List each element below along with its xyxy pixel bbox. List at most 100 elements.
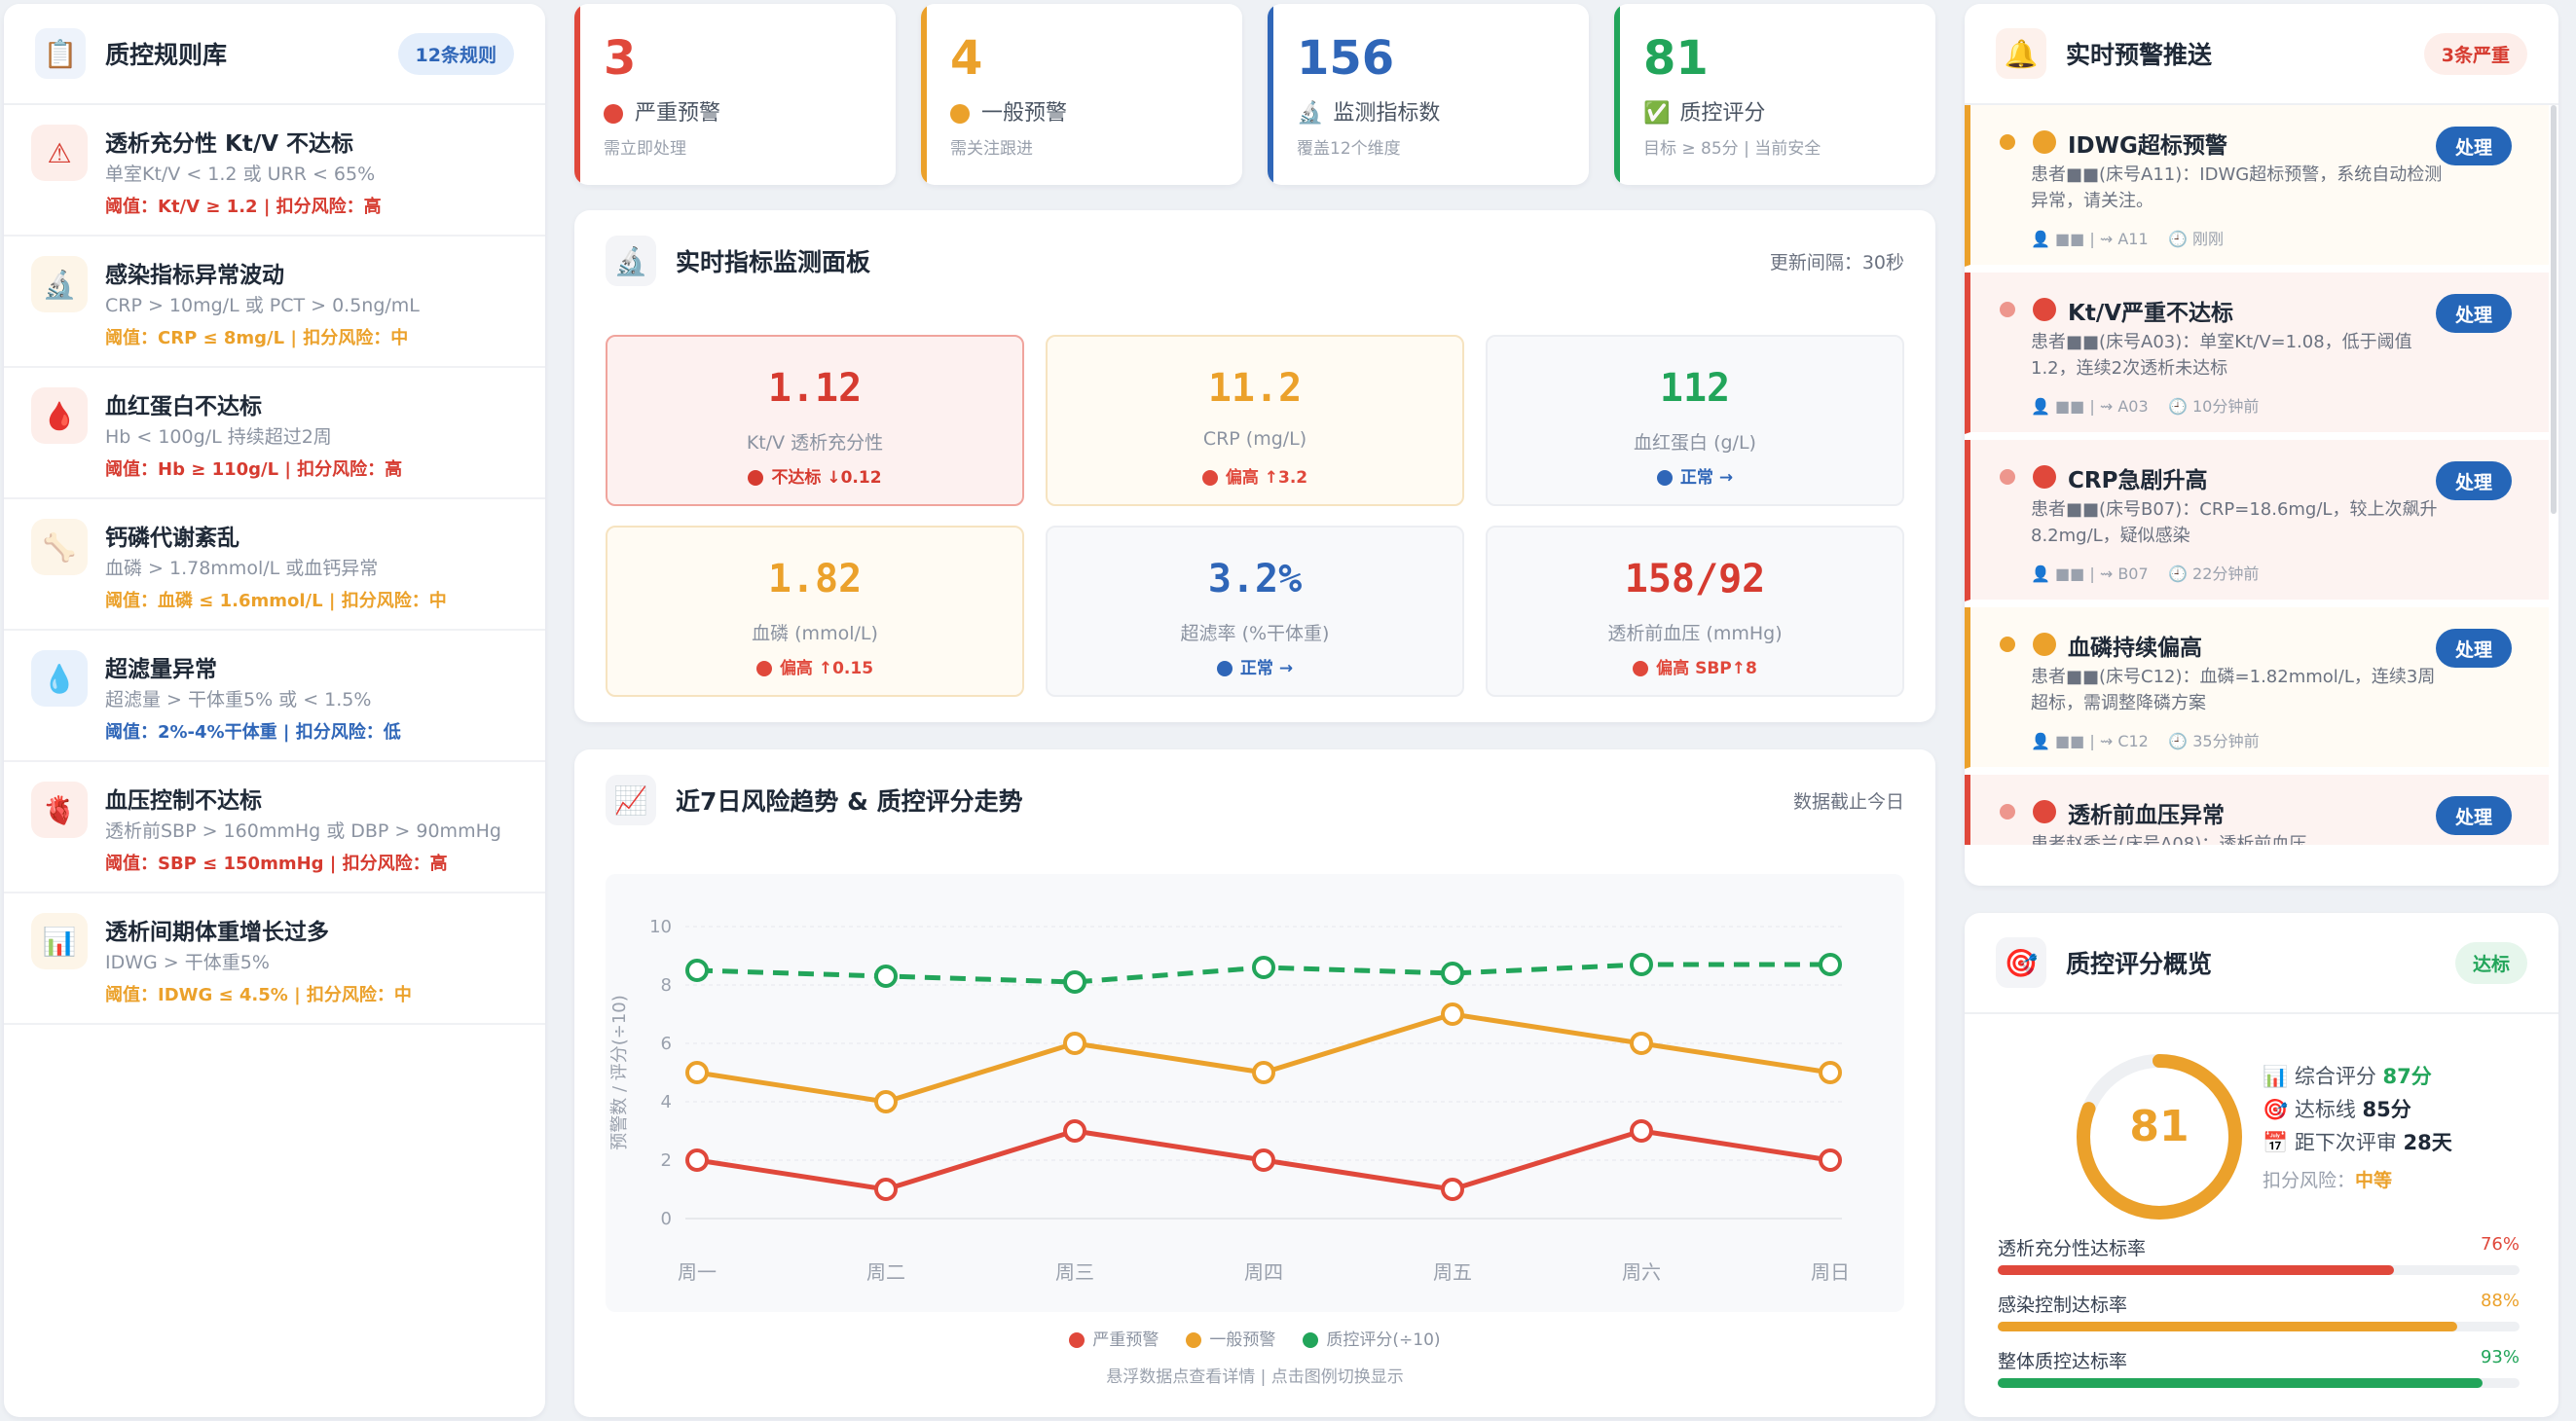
legend-label: 严重预警 [1092, 1330, 1159, 1350]
trend-title: 近7日风险趋势 & 质控评分走势 [676, 787, 1023, 816]
alert-item[interactable]: IDWG超标预警 患者■■(床号A11)：IDWG超标预警，系统自动检测异常，请关… [1965, 105, 2549, 267]
rule-item[interactable]: 🫀 血压控制不达标 透析前SBP > 160mmHg 或 DBP > 90mmHg 阈… [4, 762, 545, 893]
data-point[interactable] [1063, 970, 1086, 994]
level-dot-icon [2000, 134, 2015, 150]
metric-card[interactable]: 1.12 Kt/V 透析充分性 不达标 ↓0.12 [606, 335, 1024, 506]
stat-label: 严重预警 [635, 101, 721, 126]
legend-item[interactable]: 一般预警 [1186, 1330, 1275, 1350]
x-tick-label: 周六 [1622, 1260, 1661, 1284]
metric-value: 1.12 [767, 366, 863, 411]
data-point[interactable] [1441, 1178, 1464, 1201]
rule-item[interactable]: 🦴 钙磷代谢紊乱 血磷 > 1.78mmol/L 或血钙异常 阈值：血磷 ≤ 1.6m… [4, 499, 545, 631]
composite-label: 综合评分 [2294, 1065, 2376, 1088]
alert-item[interactable]: Kt/V严重不达标 患者■■(床号A03)：单室Kt/V=1.08，低于阈值1.2… [1965, 273, 2549, 434]
metric-status-text: 偏高 ↑3.2 [1225, 468, 1308, 488]
metric-card[interactable]: 158/92 透析前血压 (mmHg) 偏高 SBP↑8 [1486, 526, 1904, 697]
rule-threshold: 阈值：2%-4%干体重 | 扣分风险：低 [105, 722, 401, 743]
stat-label-row: 严重预警 [604, 95, 720, 127]
status-dot-icon [1633, 661, 1649, 676]
bar-chart-icon: 📊 [2263, 1065, 2289, 1088]
rule-item[interactable]: 🩸 血红蛋白不达标 Hb < 100g/L 持续超过2周 阈值：Hb ≥ 110g/L… [4, 368, 545, 499]
legend-item[interactable]: 严重预警 [1069, 1330, 1159, 1350]
alert-patient: ■■ [2055, 230, 2085, 248]
metric-status: 偏高 ↑3.2 [1048, 463, 1462, 488]
rule-item[interactable]: ⚠ 透析充分性 Kt/V 不达标 单室Kt/V < 1.2 或 URR < 65% 阈… [4, 105, 545, 237]
data-point[interactable] [685, 959, 709, 982]
alert-meta: 👤 ■■ | ⇝ A11 🕘 刚刚 [2031, 230, 2224, 248]
rule-item[interactable]: 📊 透析间期体重增长过多 IDWG > 干体重5% 阈值：IDWG ≤ 4.5% | … [4, 893, 545, 1025]
data-point[interactable] [874, 1090, 898, 1113]
handle-button[interactable]: 处理 [2436, 461, 2512, 500]
level-dot-icon [2000, 469, 2015, 485]
rules-count-badge: 12条规则 [397, 32, 514, 75]
alert-list[interactable]: IDWG超标预警 患者■■(床号A11)：IDWG超标预警，系统自动检测异常，请关… [1965, 105, 2549, 845]
y-tick-label: 4 [661, 1092, 672, 1112]
data-point[interactable] [685, 1061, 709, 1084]
rule-desc: Hb < 100g/L 持续超过2周 [105, 426, 332, 448]
alerts-panel: 🔔 实时预警推送 3条严重 IDWG超标预警 患者■■(床号A11)：IDWG超标… [1965, 4, 2558, 886]
stat-sub: 需关注跟进 [950, 139, 1033, 159]
rule-item[interactable]: 🔬 感染指标异常波动 CRP > 10mg/L 或 PCT > 0.5ng/mL 阈值… [4, 237, 545, 368]
progress-label: 感染控制达标率 [1998, 1294, 2128, 1316]
y-tick-label: 10 [649, 917, 672, 937]
data-point[interactable] [1819, 1061, 1842, 1084]
progress-label: 透析充分性达标率 [1998, 1238, 2147, 1259]
metric-card[interactable]: 3.2% 超滤率 (%干体重) 正常 → [1046, 526, 1464, 697]
data-point[interactable] [1441, 1002, 1464, 1026]
alert-bed: A03 [2117, 397, 2149, 416]
data-point[interactable] [874, 965, 898, 988]
clock-icon: 🕘 [2168, 565, 2188, 583]
progress-track [1998, 1265, 2520, 1275]
status-dot-icon [1201, 470, 1218, 486]
metric-status: 正常 → [1048, 654, 1462, 678]
alert-desc: 患者■■(床号A03)：单室Kt/V=1.08，低于阈值1.2，连续2次透析未达… [2031, 332, 2412, 379]
alert-item[interactable]: CRP急剧升高 患者■■(床号B07)：CRP=18.6mg/L，较上次飙升8.2… [1965, 440, 2549, 601]
metric-card[interactable]: 112 血红蛋白 (g/L) 正常 → [1486, 335, 1904, 506]
alert-item[interactable]: 透析前血压异常 患者赵秀兰(床号A08)：透析前血压 处理 [1965, 775, 2549, 845]
monitor-title: 实时指标监测面板 [676, 248, 871, 276]
metric-card[interactable]: 1.82 血磷 (mmol/L) 偏高 ↑0.15 [606, 526, 1024, 697]
data-point[interactable] [1063, 1119, 1086, 1143]
handle-button[interactable]: 处理 [2436, 127, 2512, 165]
alert-patient: ■■ [2055, 565, 2085, 583]
chart-legend[interactable]: 严重预警 一般预警 质控评分(÷10) [574, 1326, 1935, 1350]
metric-card[interactable]: 11.2 CRP (mg/L) 偏高 ↑3.2 [1046, 335, 1464, 506]
data-point[interactable] [1630, 953, 1653, 976]
rule-item[interactable]: 💧 超滤量异常 超滤量 > 干体重5% 或 < 1.5% 阈值：2%-4%干体重 | … [4, 631, 545, 762]
alert-scrollbar[interactable] [2551, 105, 2557, 514]
data-point[interactable] [1441, 962, 1464, 985]
data-point[interactable] [1252, 956, 1275, 979]
trend-chart[interactable]: 0 2 4 6 8 10 预警数 / 评分(÷10) 周一 周二 周三 周四 周五 周六 周日 [606, 874, 1904, 1312]
data-point[interactable] [685, 1148, 709, 1172]
stat-card: 3 严重预警 需立即处理 [574, 4, 896, 185]
alert-time: 刚刚 [2191, 230, 2224, 248]
data-point[interactable] [1819, 1148, 1842, 1172]
microscope-icon: 🔬 [31, 256, 88, 312]
data-point[interactable] [1819, 953, 1842, 976]
data-point[interactable] [1252, 1148, 1275, 1172]
handle-button[interactable]: 处理 [2436, 629, 2512, 668]
handle-button[interactable]: 处理 [2436, 796, 2512, 835]
microscope-icon: 🔬 [606, 236, 656, 286]
stat-accent [921, 4, 927, 185]
handle-button[interactable]: 处理 [2436, 294, 2512, 333]
data-point[interactable] [1630, 1119, 1653, 1143]
alert-item[interactable]: 血磷持续偏高 患者■■(床号C12)：血磷=1.82mmol/L，连续3周超标，需… [1965, 607, 2549, 769]
legend-dot-icon [1069, 1332, 1086, 1348]
legend-item[interactable]: 质控评分(÷10) [1303, 1330, 1441, 1350]
severity-dot-icon [2033, 298, 2056, 321]
alert-bed: A11 [2117, 230, 2149, 248]
legend-dot-icon [1303, 1332, 1319, 1348]
data-point[interactable] [1252, 1061, 1275, 1084]
data-point[interactable] [1630, 1032, 1653, 1055]
status-dot-icon [1216, 661, 1233, 676]
rule-title: 超滤量异常 [105, 657, 217, 682]
stat-label: 一般预警 [981, 101, 1068, 126]
x-tick-label: 周一 [678, 1260, 717, 1284]
data-point[interactable] [1063, 1032, 1086, 1055]
progress-fill [1998, 1378, 2484, 1388]
severity-dot-icon [2033, 633, 2056, 656]
rule-threshold: 阈值：IDWG ≤ 4.5% | 扣分风险：中 [105, 985, 412, 1005]
data-point[interactable] [874, 1178, 898, 1201]
rules-panel: 📋 质控规则库 12条规则 ⚠ 透析充分性 Kt/V 不达标 单室Kt/V < 1.… [4, 4, 545, 1417]
